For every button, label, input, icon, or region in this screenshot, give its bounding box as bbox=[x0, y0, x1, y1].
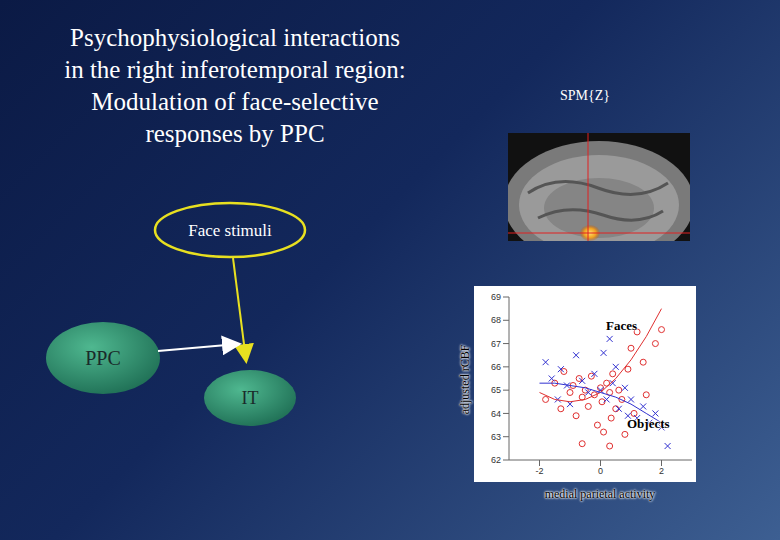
svg-text:68: 68 bbox=[491, 315, 501, 325]
svg-text:0: 0 bbox=[598, 466, 603, 476]
svg-text:65: 65 bbox=[491, 385, 501, 395]
html-text:responses by PPC: responses by PPC bbox=[145, 120, 325, 147]
svg-text:PPC: PPC bbox=[85, 347, 121, 369]
svg-text:69: 69 bbox=[491, 292, 501, 302]
svg-text:-2: -2 bbox=[535, 466, 543, 476]
svg-text:62: 62 bbox=[491, 455, 501, 465]
svg-text:IT: IT bbox=[242, 388, 259, 408]
html-text:Objects: Objects bbox=[627, 416, 670, 431]
svg-text:Face stimuli: Face stimuli bbox=[188, 221, 272, 240]
html-text:adjusted rCBF: adjusted rCBF bbox=[457, 344, 472, 415]
html-text:SPM{Z}: SPM{Z} bbox=[560, 88, 610, 103]
svg-text:64: 64 bbox=[491, 409, 501, 419]
html-text:Faces: Faces bbox=[606, 318, 637, 333]
html-text:Modulation of face-selective: Modulation of face-selective bbox=[91, 88, 379, 115]
svg-text:63: 63 bbox=[491, 432, 501, 442]
html-text:in the right inferotemporal re: in the right inferotemporal region: bbox=[64, 56, 406, 83]
svg-text:67: 67 bbox=[491, 339, 501, 349]
html-text:medial parietal activity: medial parietal activity bbox=[544, 487, 656, 501]
svg-text:2: 2 bbox=[659, 466, 664, 476]
svg-text:66: 66 bbox=[491, 362, 501, 372]
html-text:Psychophysiological interactio: Psychophysiological interactions bbox=[70, 24, 400, 51]
